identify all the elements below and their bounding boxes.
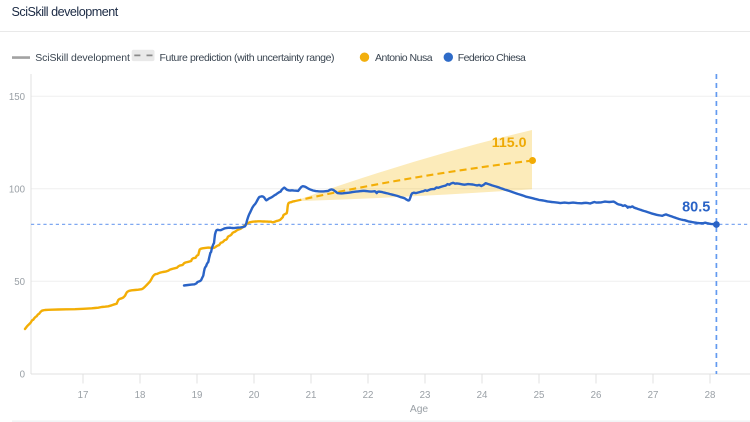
svg-text:24: 24: [477, 390, 488, 401]
svg-text:26: 26: [591, 390, 602, 401]
svg-text:Age: Age: [410, 404, 429, 415]
svg-text:Future prediction (with uncert: Future prediction (with uncertainty rang…: [160, 52, 335, 64]
svg-text:80.5: 80.5: [682, 200, 710, 216]
svg-text:27: 27: [648, 390, 659, 401]
svg-text:SciSkill development: SciSkill development: [35, 52, 130, 64]
svg-text:Federico Chiesa: Federico Chiesa: [458, 52, 526, 64]
svg-text:18: 18: [135, 390, 146, 401]
svg-text:22: 22: [363, 390, 374, 401]
svg-text:25: 25: [534, 390, 545, 401]
svg-text:0: 0: [20, 370, 26, 381]
svg-text:SciSkill development: SciSkill development: [12, 5, 119, 19]
svg-text:28: 28: [705, 390, 716, 401]
svg-text:20: 20: [249, 390, 260, 401]
svg-text:23: 23: [420, 390, 431, 401]
svg-text:17: 17: [78, 390, 89, 401]
svg-text:21: 21: [306, 390, 317, 401]
svg-text:115.0: 115.0: [492, 135, 527, 151]
svg-text:50: 50: [14, 277, 25, 288]
svg-text:100: 100: [9, 184, 26, 195]
svg-text:Antonio Nusa: Antonio Nusa: [375, 52, 433, 64]
svg-text:19: 19: [192, 390, 203, 401]
svg-text:150: 150: [9, 92, 26, 103]
